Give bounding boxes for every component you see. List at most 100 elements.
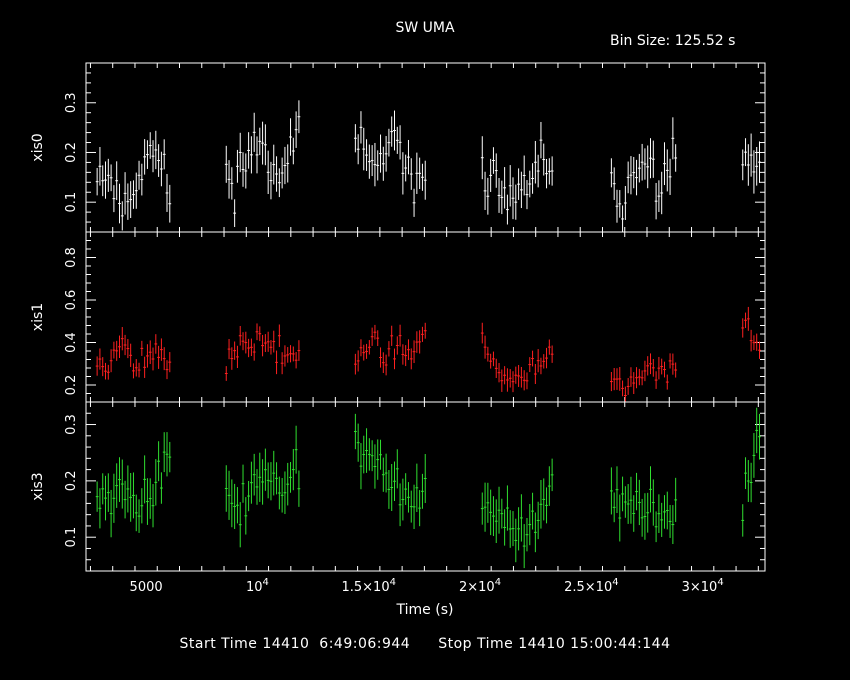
xis3-data-point [148,478,152,519]
xis1-data-point [654,371,658,389]
start-time: Start Time 14410 6:49:06:944 [179,636,411,652]
xis0-data-point [517,168,520,200]
xis0-data-point [227,160,231,199]
xis0-data-point [618,190,622,218]
xis3-data-point [494,499,498,544]
xis3-data-point [283,471,287,515]
xis0-data-point [148,132,152,159]
xis0-data-point [120,201,124,231]
xis1-data-point [528,357,532,373]
x-tick-label: 1.5×104 [341,577,395,595]
xis0-data-point [373,142,377,187]
xis3-data-point [637,479,641,526]
xis3-data-point [252,453,256,496]
x-tick-label: 3×104 [682,577,724,595]
xis1-data-point [137,362,141,378]
xis0-data-point [261,121,264,165]
xis3-data-point [640,498,644,537]
xis0-data-point [395,126,399,154]
xis0-data-point [236,149,239,183]
xis3-data-point [236,487,239,524]
xis1-data-point [629,367,633,387]
xis0-data-point [637,153,641,183]
xis1-data-point [286,347,290,363]
xis0-data-point [533,140,537,184]
xis1-data-point [289,345,292,363]
xis1-data-point [486,346,490,362]
xis0-data-point [746,144,750,186]
xis3-data-point [492,496,495,537]
xis0-data-point [629,156,633,195]
xis1-data-point [533,364,537,385]
xis0-data-point [129,181,133,219]
xis1-data-point [109,349,113,373]
xis1-data-point [362,344,366,361]
xis1-data-point [545,347,548,369]
xis3-data-point [618,494,622,542]
xis1-data-point [359,339,363,357]
xis3-data-point [646,492,650,533]
xis1-data-point [140,340,144,356]
xis3-data-point [668,504,672,538]
xis1-data-point [415,331,419,353]
xis3-data-point [123,480,127,519]
xis0-data-point [646,145,650,189]
xis3-data-point [550,458,554,492]
xis1-data-point [291,346,295,362]
xis0-data-point [415,152,419,194]
xis3-data-point [151,484,155,528]
xis1-data-point [384,354,388,376]
xis3-data-point [362,435,366,474]
xis0-data-point [277,168,281,198]
xis0-data-point [550,156,554,186]
xis3-data-point [635,472,638,511]
xis1-data-point [657,356,661,380]
xis3-data-point [525,518,529,552]
xis1-data-point [412,340,416,364]
xis1-data-point [356,350,360,372]
xis0-data-point [362,127,366,171]
xis1-ytick-label: 0.8 [64,247,79,268]
xis1-data-point [154,334,158,354]
xis3-data-point [286,462,290,506]
xis3-data-point [480,492,484,525]
xis3-data-point [373,444,377,489]
xis3-data-point [503,509,507,546]
xis0-data-point [115,161,119,201]
xis1-data-point [671,353,675,375]
xis3-ytick-label: 0.3 [64,414,79,435]
xis0-data-point [370,145,374,177]
xis0-data-point [165,173,169,212]
xis0-data-point [480,136,484,180]
xis3-data-point [143,455,147,504]
xis1-data-point [421,326,424,342]
x-tick-label: 5000 [130,580,163,595]
xis1-data-point [168,352,172,373]
xis1-data-point [120,327,124,351]
xis1-data-point [387,341,391,357]
xis1-data-point [233,341,237,360]
xis0-data-point [162,139,166,170]
xis1-data-point [395,336,399,355]
xis0-data-point [387,128,391,157]
xis0-data-point [649,138,652,179]
xis3-data-point [533,512,537,553]
xis1-data-point [519,366,523,388]
xis3-ytick-label: 0.2 [64,471,79,492]
xis0-data-point [536,154,540,188]
xis0-data-point [663,142,666,186]
xis0-data-point [146,140,149,169]
xis3-data-point [154,459,158,506]
xis0-data-point [668,158,672,195]
xis3-data-point [755,407,759,454]
xis0-data-point [95,167,99,196]
xis1-data-point [112,341,116,359]
xis1-data-point [370,327,374,346]
xis0-data-point [508,165,512,207]
xis1-data-point [511,371,515,393]
xis1-data-point [95,356,99,376]
xis0-data-point [525,180,529,210]
xis0-data-point [522,155,526,196]
xis0-data-point [749,133,753,177]
xis0-data-point [376,150,380,181]
